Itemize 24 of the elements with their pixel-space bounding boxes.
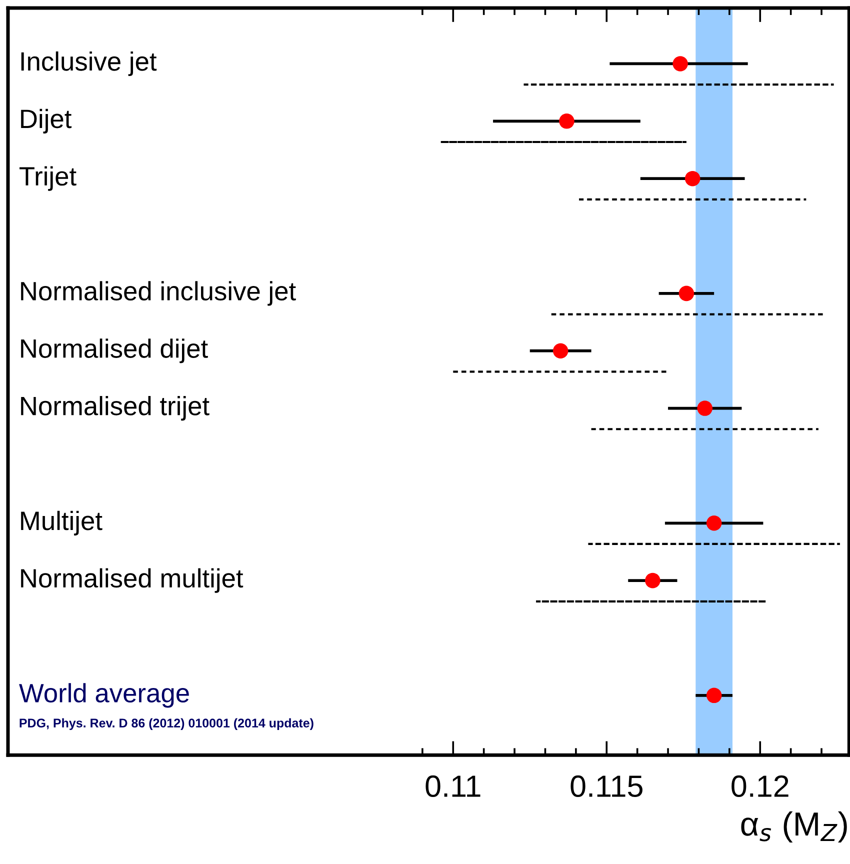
y-tick-label: Inclusive jet	[21, 51, 157, 76]
x-tick-label: 0.12	[732, 775, 788, 798]
y-tick-label: Normalised trijet	[21, 396, 210, 421]
x-axis-title: α$_{s}$ (M$_{Z}$)	[741, 811, 847, 842]
y-tick-label: Normalised inclusive jet	[21, 281, 296, 306]
x-tick-label: 0.11	[426, 775, 480, 798]
point	[697, 400, 713, 416]
point	[684, 170, 700, 186]
point	[552, 343, 568, 358]
y-tick-label: Normalised dijet	[21, 338, 208, 364]
point	[645, 572, 660, 588]
point	[559, 114, 574, 129]
y-tick-label: Normalised multijet	[21, 568, 244, 593]
x-tick-label: 0.115	[570, 775, 642, 798]
point	[706, 688, 722, 704]
annotation: PDG, Phys. Rev. D 86 (2012) 010001 (2014 update)	[20, 718, 314, 730]
y-tick-label: Multijet	[21, 510, 102, 536]
y-tick-label: Trijet	[20, 166, 76, 191]
point	[672, 56, 688, 72]
y-tick-label: Dijet	[21, 108, 72, 134]
point	[678, 286, 694, 302]
y-tick-label: World average	[19, 683, 189, 708]
point	[706, 516, 722, 531]
bar	[493, 120, 640, 123]
